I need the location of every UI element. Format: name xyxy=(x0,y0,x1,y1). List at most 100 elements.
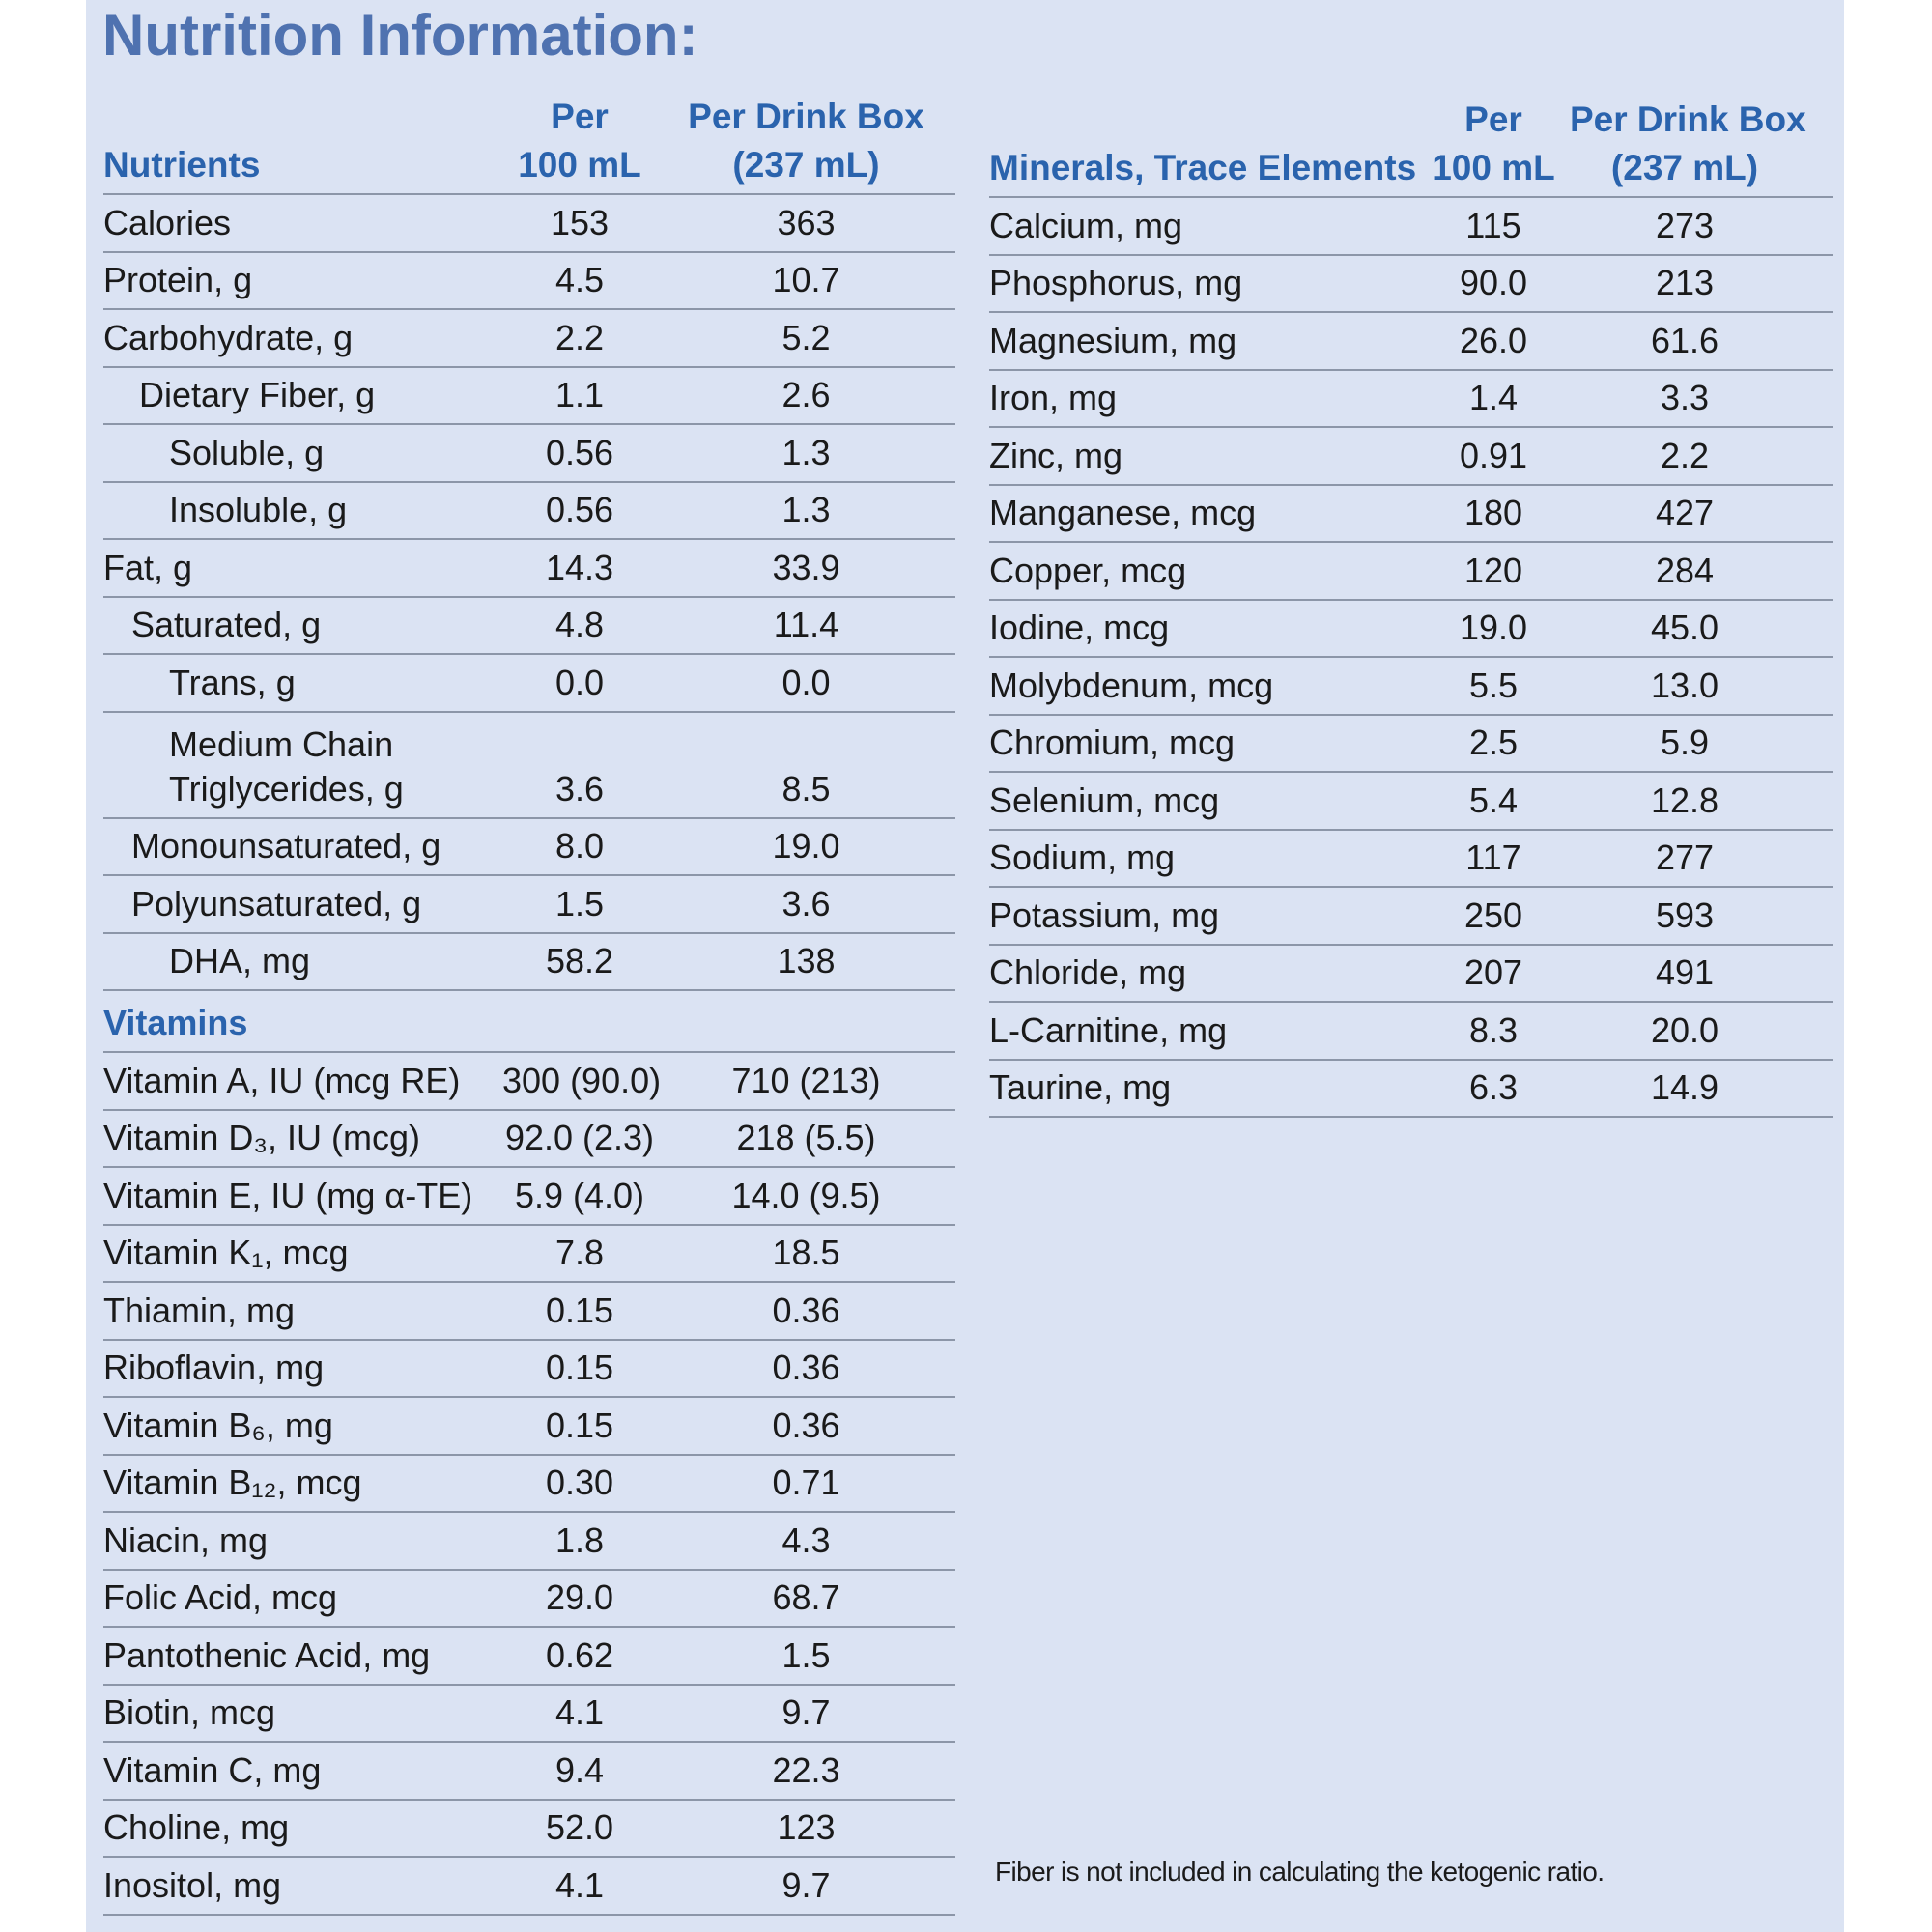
table-row: Carbohydrate, g 2.2 5.2 xyxy=(103,310,955,368)
per-box: 5.2 xyxy=(781,317,831,357)
nutrient-name: Pantothenic Acid, mg xyxy=(103,1634,431,1675)
table-row: Vitamin A, IU (mcg RE) 300 (90.0) 710 (213… xyxy=(103,1053,955,1111)
nutrient-name: Chloride, mg xyxy=(989,952,1187,992)
per-box: 138 xyxy=(777,941,836,980)
section-title: Vitamins xyxy=(103,1003,248,1042)
nutrient-name: Vitamin K₁, mcg xyxy=(103,1233,349,1272)
table-row: Vitamin K₁, mcg 7.8 18.5 xyxy=(103,1226,955,1283)
per-100ml: 92.0 (2.3) xyxy=(504,1118,655,1157)
table-row: Dietary Fiber, g 1.1 2.6 xyxy=(103,368,955,425)
per-box: 8.5 xyxy=(781,768,831,809)
per-100ml: 0.91 xyxy=(1459,435,1528,475)
per-box: 61.6 xyxy=(1650,320,1719,360)
per-box: 0.36 xyxy=(772,1405,840,1445)
per-100ml: 2.2 xyxy=(554,317,605,357)
nutrient-name: Potassium, mg xyxy=(989,895,1220,935)
table-row: Insoluble, g 0.56 1.3 xyxy=(103,483,955,540)
per-box: 9.7 xyxy=(781,1864,831,1905)
per-box: 9.7 xyxy=(781,1692,831,1732)
table-row: Magnesium, mg 26.0 61.6 xyxy=(989,313,1833,371)
header-col2: Per Drink Box (237 mL) xyxy=(1570,96,1806,192)
header-col2: Per Drink Box (237 mL) xyxy=(657,93,955,189)
table-row: Calcium, mg 115 273 xyxy=(989,198,1833,256)
nutrient-name: Inositol, mg xyxy=(103,1864,282,1905)
table-row: Saturated, g 4.8 11.4 xyxy=(103,598,955,655)
table-row: Sodium, mg 117 277 xyxy=(989,831,1833,888)
nutrient-name: Vitamin D₃, IU (mcg) xyxy=(103,1118,421,1157)
per-box: 14.9 xyxy=(1650,1067,1719,1107)
footnote: Fiber is not included in calculating the… xyxy=(995,1857,1605,1887)
per-100ml: 115 xyxy=(1465,205,1521,245)
per-box: 45.0 xyxy=(1650,608,1719,647)
per-100ml: 29.0 xyxy=(545,1577,614,1617)
table-row: Iodine, mcg 19.0 45.0 xyxy=(989,601,1833,658)
left-table: Nutrients Per 100 mL Per Drink Box (237 mL) C… xyxy=(103,93,955,1916)
nutrient-name: Vitamin B₆, mg xyxy=(103,1405,333,1445)
nutrient-name: Trans, g xyxy=(169,662,296,702)
nutrient-name: Zinc, mg xyxy=(989,435,1123,475)
per-box: 12.8 xyxy=(1650,780,1719,820)
per-box: 0.36 xyxy=(772,1290,840,1330)
nutrient-name: L-Carnitine, mg xyxy=(989,1009,1228,1050)
nutrient-name: Soluble, g xyxy=(169,432,325,472)
per-100ml: 4.8 xyxy=(554,605,605,644)
per-box: 2.6 xyxy=(781,375,831,414)
header-line: Per xyxy=(551,97,609,136)
nutrient-name: Riboflavin, mg xyxy=(103,1348,325,1387)
per-100ml: 0.15 xyxy=(545,1405,614,1445)
nutrient-name: Taurine, mg xyxy=(989,1067,1172,1107)
per-box: 20.0 xyxy=(1650,1009,1719,1050)
per-box: 3.6 xyxy=(781,883,831,923)
table-row: Molybdenum, mcg 5.5 13.0 xyxy=(989,658,1833,716)
title: Nutrition Information: xyxy=(102,3,698,68)
per-100ml: 0.0 xyxy=(554,662,605,702)
nutrient-name: Protein, g xyxy=(103,260,253,299)
per-100ml: 117 xyxy=(1465,838,1521,877)
per-box: 284 xyxy=(1655,550,1715,590)
nutrient-name: Calories xyxy=(103,202,232,242)
header-line: Per Drink Box xyxy=(688,97,924,136)
nutrient-name: Dietary Fiber, g xyxy=(139,375,376,414)
nutrient-name: Monounsaturated, g xyxy=(131,826,441,866)
per-100ml: 207 xyxy=(1463,952,1523,992)
per-100ml: 90.0 xyxy=(1459,263,1528,302)
table-row: Vitamin E, IU (mg α-TE) 5.9 (4.0) 14.0 (9.… xyxy=(103,1168,955,1226)
per-box: 427 xyxy=(1655,493,1715,532)
nutrient-name: Biotin, mcg xyxy=(103,1692,276,1732)
table-row: Chloride, mg 207 491 xyxy=(989,946,1833,1003)
table-row: Chromium, mcg 2.5 5.9 xyxy=(989,716,1833,773)
table-row: Vitamin C, mg 9.4 22.3 xyxy=(103,1743,955,1801)
table-row: Biotin, mcg 4.1 9.7 xyxy=(103,1686,955,1743)
per-box: 218 (5.5) xyxy=(736,1118,876,1157)
nutrient-name: Insoluble, g xyxy=(169,490,348,529)
table-row: Choline, mg 52.0 123 xyxy=(103,1801,955,1858)
table-row: Taurine, mg 6.3 14.9 xyxy=(989,1061,1833,1118)
nutrient-name: Thiamin, mg xyxy=(103,1290,296,1330)
per-100ml: 0.62 xyxy=(545,1634,614,1675)
table-row: Folic Acid, mcg 29.0 68.7 xyxy=(103,1571,955,1628)
per-box: 2.2 xyxy=(1660,435,1710,475)
nutrient-name: Fat, g xyxy=(103,547,193,587)
nutrient-name: Iron, mg xyxy=(989,378,1118,417)
table-row: Fat, g 14.3 33.9 xyxy=(103,540,955,598)
table-row: Inositol, mg 4.1 9.7 xyxy=(103,1858,955,1916)
per-box: 19.0 xyxy=(772,826,840,866)
per-100ml: 1.1 xyxy=(554,375,605,414)
per-box: 18.5 xyxy=(772,1233,840,1272)
per-100ml: 2.5 xyxy=(1468,723,1519,762)
per-100ml: 300 (90.0) xyxy=(502,1060,662,1100)
table-row: Polyunsaturated, g 1.5 3.6 xyxy=(103,876,955,934)
per-100ml: 58.2 xyxy=(545,941,614,980)
nutrient-name: Manganese, mcg xyxy=(989,493,1257,532)
per-box: 491 xyxy=(1655,952,1715,992)
per-100ml: 1.5 xyxy=(554,883,605,923)
per-100ml: 19.0 xyxy=(1459,608,1528,647)
nutrient-name: Vitamin B₁₂, mcg xyxy=(103,1463,362,1502)
nutrient-name: Medium Chain Triglycerides, g xyxy=(169,724,404,809)
per-box: 5.9 xyxy=(1660,723,1710,762)
table-row: Trans, g 0.0 0.0 xyxy=(103,655,955,713)
per-box: 33.9 xyxy=(772,547,840,587)
per-100ml: 5.5 xyxy=(1468,665,1519,705)
table-row: Zinc, mg 0.91 2.2 xyxy=(989,428,1833,486)
